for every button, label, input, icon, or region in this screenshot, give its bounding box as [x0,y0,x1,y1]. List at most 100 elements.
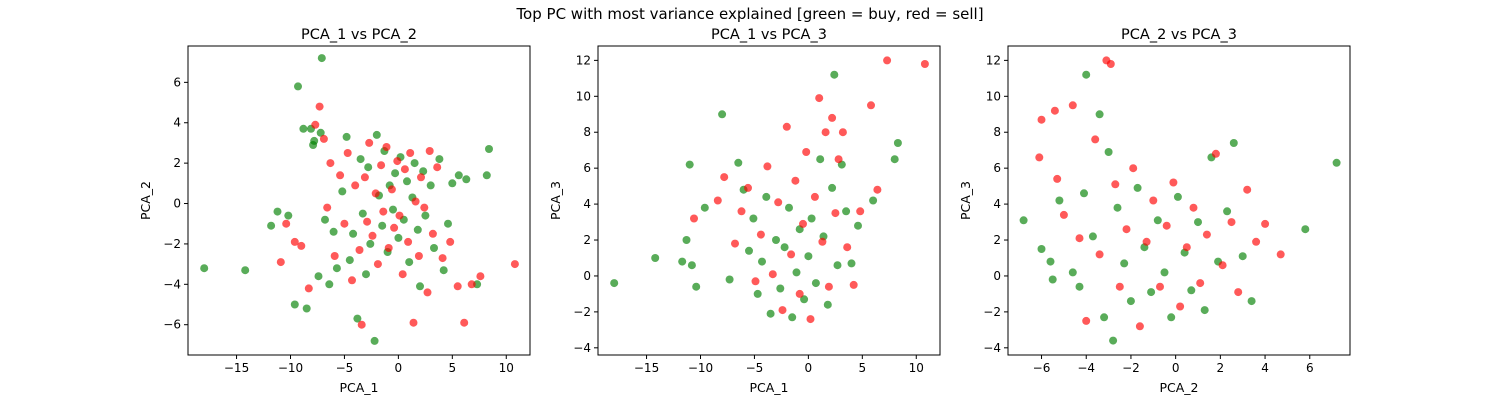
buy-point [1126,297,1135,306]
sell-point [1227,218,1236,227]
sell-point [810,192,819,201]
x-tick-label: 4 [1261,361,1269,375]
sell-point [818,237,827,246]
sell-point [787,250,796,259]
axes-frame [1007,45,1351,356]
sell-point [1276,250,1285,259]
buy-point [1247,297,1256,306]
buy-point [1080,189,1088,198]
sell-point [883,56,892,65]
subplot-2: −15 −10 −5 0 5 10 −4 −2 0 2 4 6 8 10 12 PCA_1 vs PCA_3 P… [548,27,941,395]
buy-point [372,130,381,139]
buy-point [1160,268,1169,277]
buy-point [1173,192,1182,201]
buy-point [302,304,311,313]
buy-point [678,257,687,266]
sell-point [1082,316,1091,325]
sell-point [387,185,396,194]
buy-point [448,179,457,188]
buy-point [776,284,785,293]
buy-point [273,207,282,216]
buy-point [430,244,438,252]
buy-point [828,183,837,192]
subplot-3: −6 −4 −2 0 2 4 6 −4 −2 0 2 4 6 8 10 12 PCA_2 vs PCA_3 PCA… [958,27,1351,395]
x-tick-label: 5 [859,361,867,375]
buy-point [426,181,435,190]
buy-point [353,314,362,323]
sell-point [1176,302,1185,311]
buy-point [332,264,341,273]
x-tick-label: −4 [1077,361,1095,375]
sell-point [1068,101,1077,110]
x-axis-label: PCA_1 [339,380,378,395]
buy-point [718,110,727,119]
buy-point [321,215,329,224]
sell-point [1122,225,1131,234]
sell-point [393,157,402,166]
sell-point [1169,178,1178,187]
sell-point [420,203,429,212]
sell-point [1091,135,1100,144]
sell-point [446,237,455,246]
x-tick-label: 0 [1172,361,1180,375]
sell-point [425,147,434,155]
buy-point [830,70,839,79]
y-tick-label: −6 [163,318,181,332]
sell-point [867,101,875,110]
buy-point [745,246,753,255]
buy-point [766,309,775,318]
x-tick-label: −2 [1122,361,1140,375]
buy-point [362,270,370,279]
buy-point [1133,183,1142,192]
sell-point [414,252,423,260]
buy-point [1238,252,1247,261]
sell-point [849,280,858,289]
buy-point [1223,207,1232,216]
x-tick-label: 10 [909,361,924,375]
sell-point [791,176,800,185]
sell-point [1095,250,1104,259]
sell-point [744,183,752,192]
buy-point [811,279,820,288]
sell-point [1035,153,1044,162]
y-tick-label: 2 [173,156,181,170]
buy-point [310,136,319,145]
sell-point [1234,288,1243,297]
buy-point [1055,196,1064,205]
buy-point [1167,313,1176,322]
buy-point [454,171,463,180]
sell-point [1156,282,1164,291]
buy-point [758,257,766,266]
subplot-1: −15 −10 −5 0 5 10 −6 −4 −2 0 2 4 6 PCA_1 vs PCA_2 PCA_… [138,27,531,395]
y-tick-label: 4 [993,197,1001,211]
sell-point [404,237,413,246]
y-axis-label: PCA_3 [958,181,973,220]
y-tick-label: 10 [986,89,1001,103]
buy-point [389,205,397,214]
sell-point [802,148,811,156]
sell-point [453,282,462,291]
y-axis-label: PCA_2 [138,181,153,220]
sell-point [1075,234,1084,243]
buy-point [687,261,696,270]
buy-point [378,221,387,230]
subplot-title: PCA_2 vs PCA_3 [1121,27,1237,43]
buy-point [325,280,334,289]
buy-point [788,313,797,322]
buy-point [792,268,801,277]
sell-point [438,254,447,263]
sell-point [795,289,804,298]
y-tick-label: 12 [986,53,1001,67]
sell-point [351,181,360,190]
x-tick-label: −10 [688,361,713,375]
buy-point [785,203,793,212]
sell-point [1261,219,1270,228]
sell-point [311,120,320,129]
sell-point [1059,210,1068,219]
sell-point [1252,237,1261,246]
sell-point [806,315,815,324]
buy-point [685,160,694,169]
sell-point [355,246,364,254]
sell-point [395,211,404,220]
